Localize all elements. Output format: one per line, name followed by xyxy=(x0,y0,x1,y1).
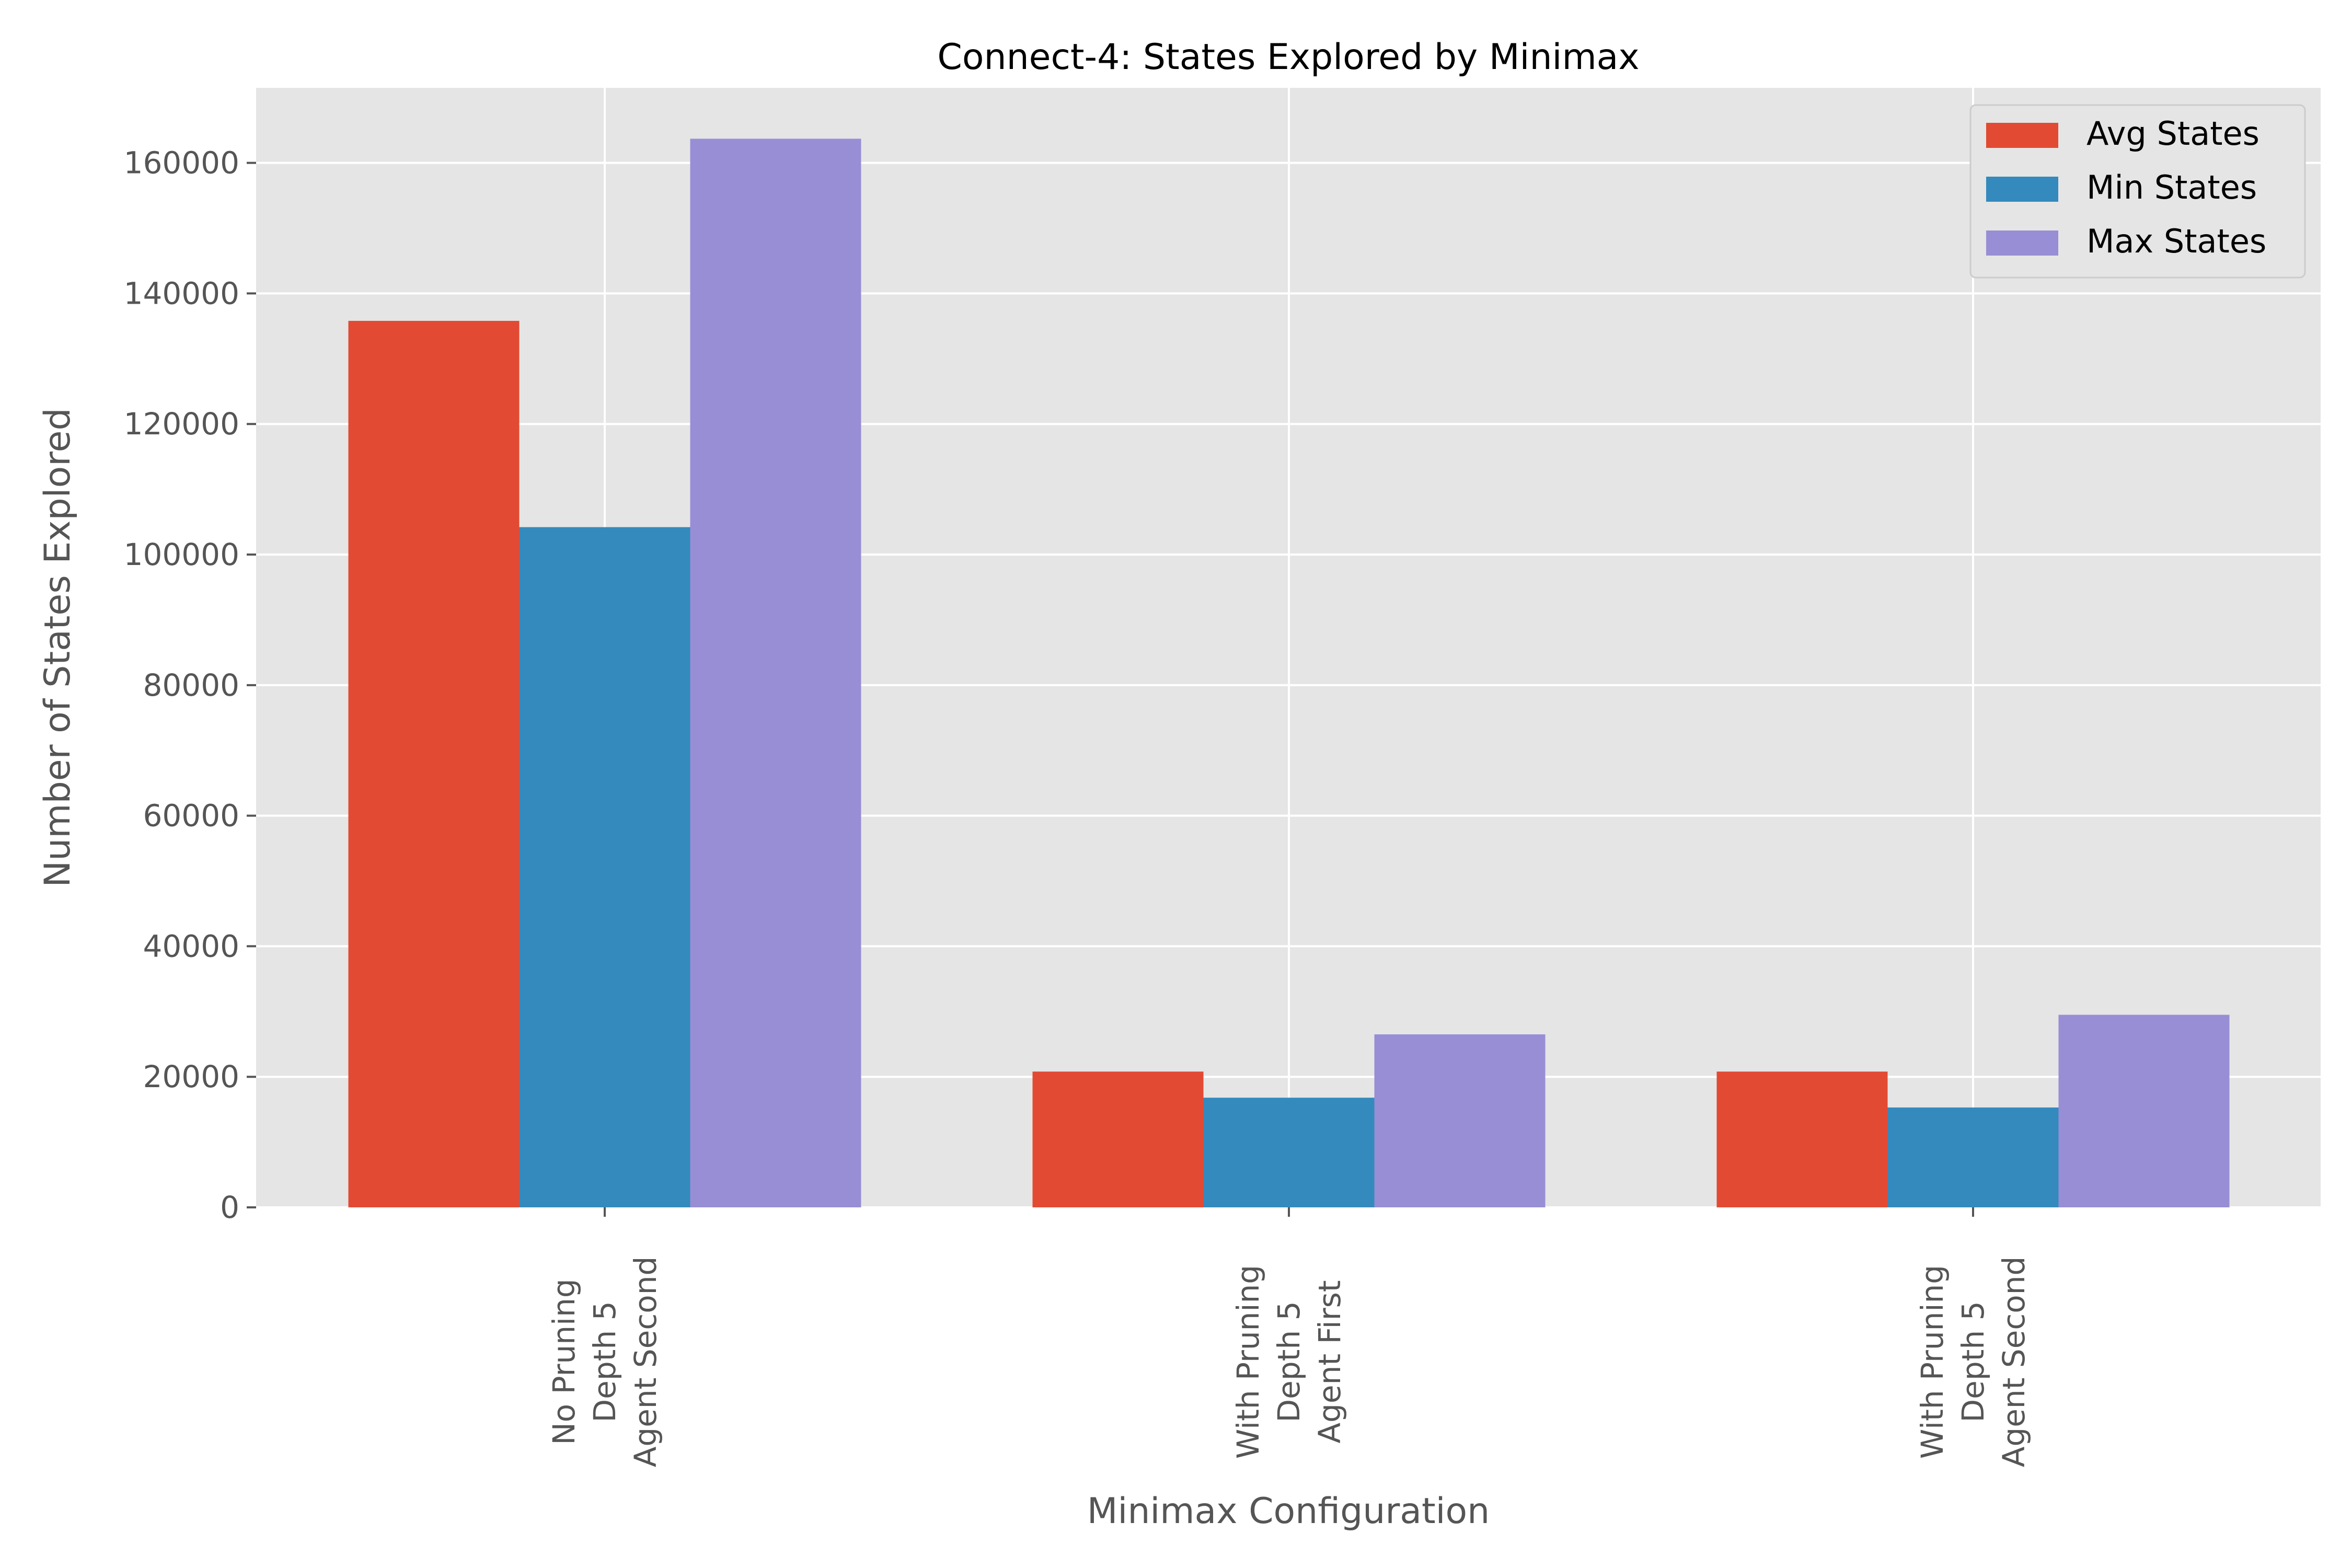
bar-min-states-2 xyxy=(1887,1107,2059,1207)
y-axis: 0 20000 40000 60000 80000 100000 120000 140000 1… xyxy=(124,145,256,1225)
bar-min-states-1 xyxy=(1203,1098,1375,1207)
bar-avg-states-1 xyxy=(1032,1071,1204,1207)
y-tick-label: 40000 xyxy=(143,928,239,964)
y-tick-label: 0 xyxy=(220,1190,239,1225)
x-tick-label: Depth 5 xyxy=(1271,1301,1307,1423)
y-tick-label: 140000 xyxy=(124,275,239,311)
x-tick-label: No Pruning xyxy=(546,1278,582,1445)
y-tick-label: 100000 xyxy=(124,537,239,572)
legend-swatch xyxy=(1986,123,2058,148)
bar-avg-states-0 xyxy=(348,320,520,1207)
bar-max-states-0 xyxy=(690,139,861,1207)
legend-swatch xyxy=(1986,177,2058,202)
bar-min-states-0 xyxy=(519,527,690,1208)
y-tick-label: 120000 xyxy=(124,406,239,442)
y-tick-label: 60000 xyxy=(143,798,239,834)
y-axis-label: Number of States Explored xyxy=(37,408,78,887)
chart-title: Connect-4: States Explored by Minimax xyxy=(937,37,1639,78)
x-tick-label: Depth 5 xyxy=(1955,1301,1991,1423)
x-tick-label: With Pruning xyxy=(1915,1265,1950,1459)
bar-max-states-2 xyxy=(2058,1014,2230,1207)
legend-label: Min States xyxy=(2086,168,2257,206)
y-tick-label: 20000 xyxy=(143,1059,239,1094)
legend: Avg States Min States Max States xyxy=(1969,104,2306,279)
x-axis: No Pruning Depth 5 Agent Second With Prunin… xyxy=(546,1207,2032,1467)
bar-avg-states-2 xyxy=(1716,1071,1888,1207)
bar-max-states-1 xyxy=(1374,1034,1546,1207)
x-tick-label: Agent Second xyxy=(628,1256,663,1468)
bars xyxy=(348,139,2230,1208)
x-tick-label: Depth 5 xyxy=(587,1301,622,1423)
x-axis-label: Minimax Configuration xyxy=(1087,1491,1490,1532)
y-tick-label: 160000 xyxy=(124,145,239,181)
x-tick-label: Agent Second xyxy=(1996,1256,2032,1468)
x-tick-label: Agent First xyxy=(1312,1280,1347,1443)
legend-label: Avg States xyxy=(2086,114,2259,153)
x-tick-label: With Pruning xyxy=(1230,1265,1266,1459)
y-tick-label: 80000 xyxy=(143,667,239,703)
legend-label: Max States xyxy=(2086,222,2266,260)
legend-swatch xyxy=(1986,230,2058,256)
